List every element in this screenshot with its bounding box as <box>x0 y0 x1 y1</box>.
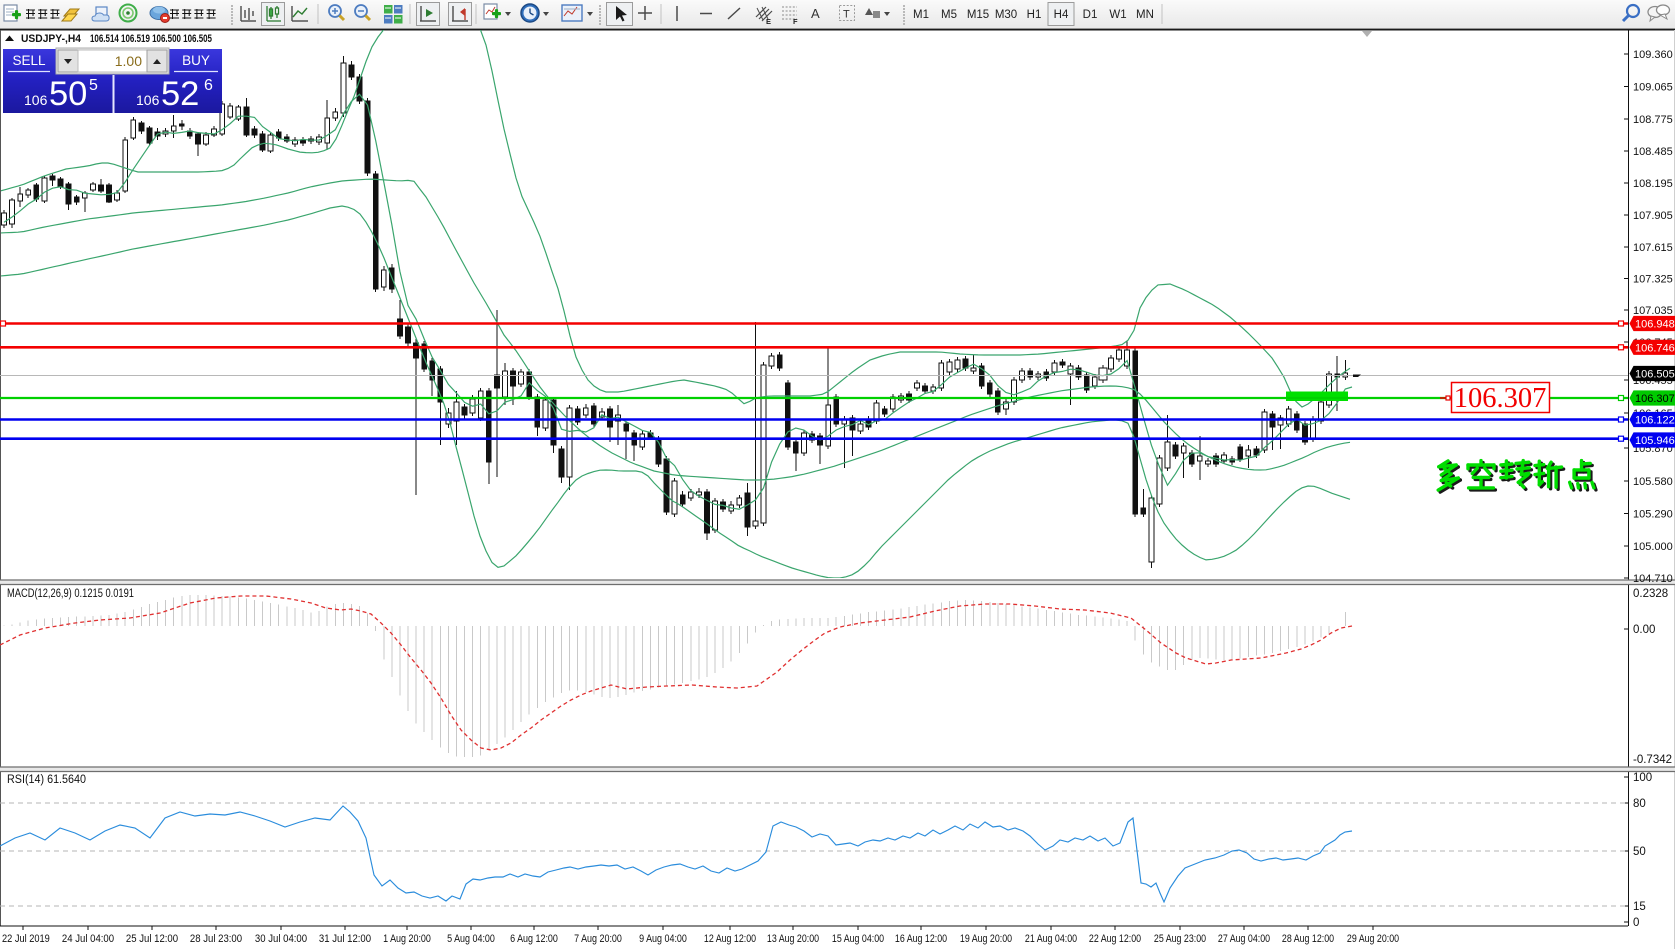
svg-text:0.00: 0.00 <box>1633 624 1655 636</box>
svg-text:13 Aug 20:00: 13 Aug 20:00 <box>767 933 819 945</box>
svg-text:106: 106 <box>136 92 160 108</box>
svg-text:106.122: 106.122 <box>1635 415 1675 427</box>
svg-text:27 Aug 04:00: 27 Aug 04:00 <box>1218 933 1270 945</box>
svg-text:104.710: 104.710 <box>1633 573 1673 585</box>
svg-text:A: A <box>811 6 820 21</box>
svg-text:106.307: 106.307 <box>1454 383 1547 414</box>
svg-text:106.746: 106.746 <box>1635 342 1675 354</box>
svg-text:105.000: 105.000 <box>1633 541 1673 553</box>
svg-text:9 Aug 04:00: 9 Aug 04:00 <box>639 933 687 945</box>
svg-text:RSI(14) 61.5640: RSI(14) 61.5640 <box>7 774 86 786</box>
svg-text:D1: D1 <box>1083 9 1098 21</box>
svg-text:BUY: BUY <box>182 53 210 68</box>
svg-text:MACD(12,26,9) 0.1215 0.0191: MACD(12,26,9) 0.1215 0.0191 <box>7 588 134 600</box>
svg-text:M5: M5 <box>941 9 957 21</box>
svg-text:5 Aug 04:00: 5 Aug 04:00 <box>447 933 495 945</box>
svg-text:106.514 106.519 106.500 106.50: 106.514 106.519 106.500 106.505 <box>90 33 212 45</box>
svg-text:30 Jul 04:00: 30 Jul 04:00 <box>255 933 307 945</box>
svg-text:W1: W1 <box>1109 9 1126 21</box>
svg-text:MN: MN <box>1136 9 1154 21</box>
svg-text:19 Aug 20:00: 19 Aug 20:00 <box>960 933 1012 945</box>
svg-text:5: 5 <box>89 77 98 94</box>
svg-text:1 Aug 20:00: 1 Aug 20:00 <box>383 933 431 945</box>
svg-text:0.2328: 0.2328 <box>1633 588 1668 600</box>
svg-text:105.946: 105.946 <box>1635 435 1675 447</box>
svg-text:28 Aug 12:00: 28 Aug 12:00 <box>1282 933 1334 945</box>
svg-text:25 Aug 23:00: 25 Aug 23:00 <box>1154 933 1206 945</box>
svg-text:105.580: 105.580 <box>1633 476 1673 488</box>
svg-text:15: 15 <box>1633 901 1646 913</box>
svg-text:M30: M30 <box>995 9 1017 21</box>
svg-text:105.290: 105.290 <box>1633 509 1673 521</box>
svg-text:106.505: 106.505 <box>1635 369 1675 381</box>
svg-text:50: 50 <box>49 75 87 113</box>
svg-text:H4: H4 <box>1054 9 1069 21</box>
svg-text:M1: M1 <box>913 9 929 21</box>
svg-text:7 Aug 20:00: 7 Aug 20:00 <box>574 933 622 945</box>
svg-text:SELL: SELL <box>12 53 46 68</box>
svg-text:1.00: 1.00 <box>115 53 142 69</box>
svg-text:31 Jul 12:00: 31 Jul 12:00 <box>319 933 371 945</box>
svg-text:107.035: 107.035 <box>1633 305 1673 317</box>
svg-text:109.065: 109.065 <box>1633 82 1673 94</box>
svg-text:28 Jul 23:00: 28 Jul 23:00 <box>190 933 242 945</box>
svg-text:USDJPY-,H4: USDJPY-,H4 <box>21 33 82 45</box>
svg-text:16 Aug 12:00: 16 Aug 12:00 <box>895 933 947 945</box>
svg-text:22 Aug 12:00: 22 Aug 12:00 <box>1089 933 1141 945</box>
svg-text:0: 0 <box>1633 917 1639 929</box>
svg-text:108.775: 108.775 <box>1633 114 1673 126</box>
svg-text:21 Aug 04:00: 21 Aug 04:00 <box>1025 933 1077 945</box>
svg-text:F: F <box>793 17 798 26</box>
svg-text:6 Aug 12:00: 6 Aug 12:00 <box>510 933 558 945</box>
svg-text:106: 106 <box>24 92 48 108</box>
svg-text:106.307: 106.307 <box>1635 393 1675 405</box>
svg-text:109.360: 109.360 <box>1633 49 1673 61</box>
svg-text:108.195: 108.195 <box>1633 178 1673 190</box>
svg-text:25 Jul 12:00: 25 Jul 12:00 <box>126 933 178 945</box>
svg-text:107.325: 107.325 <box>1633 274 1673 286</box>
svg-text:22 Jul 2019: 22 Jul 2019 <box>2 933 50 945</box>
svg-text:107.905: 107.905 <box>1633 210 1673 222</box>
svg-text:12 Aug 12:00: 12 Aug 12:00 <box>704 933 756 945</box>
svg-text:E: E <box>766 17 771 26</box>
svg-text:29 Aug 20:00: 29 Aug 20:00 <box>1347 933 1399 945</box>
svg-text:80: 80 <box>1633 798 1646 810</box>
svg-text:50: 50 <box>1633 846 1646 858</box>
svg-text:108.485: 108.485 <box>1633 146 1673 158</box>
svg-text:-0.7342: -0.7342 <box>1633 754 1672 766</box>
svg-text:T: T <box>843 9 850 21</box>
svg-text:107.615: 107.615 <box>1633 242 1673 254</box>
svg-text:100: 100 <box>1633 772 1652 784</box>
svg-text:M15: M15 <box>967 9 989 21</box>
svg-text:106.948: 106.948 <box>1635 319 1675 331</box>
svg-text:6: 6 <box>204 77 213 94</box>
svg-text:H1: H1 <box>1027 9 1042 21</box>
svg-text:24 Jul 04:00: 24 Jul 04:00 <box>62 933 114 945</box>
svg-text:15 Aug 04:00: 15 Aug 04:00 <box>832 933 884 945</box>
svg-text:52: 52 <box>161 75 199 113</box>
